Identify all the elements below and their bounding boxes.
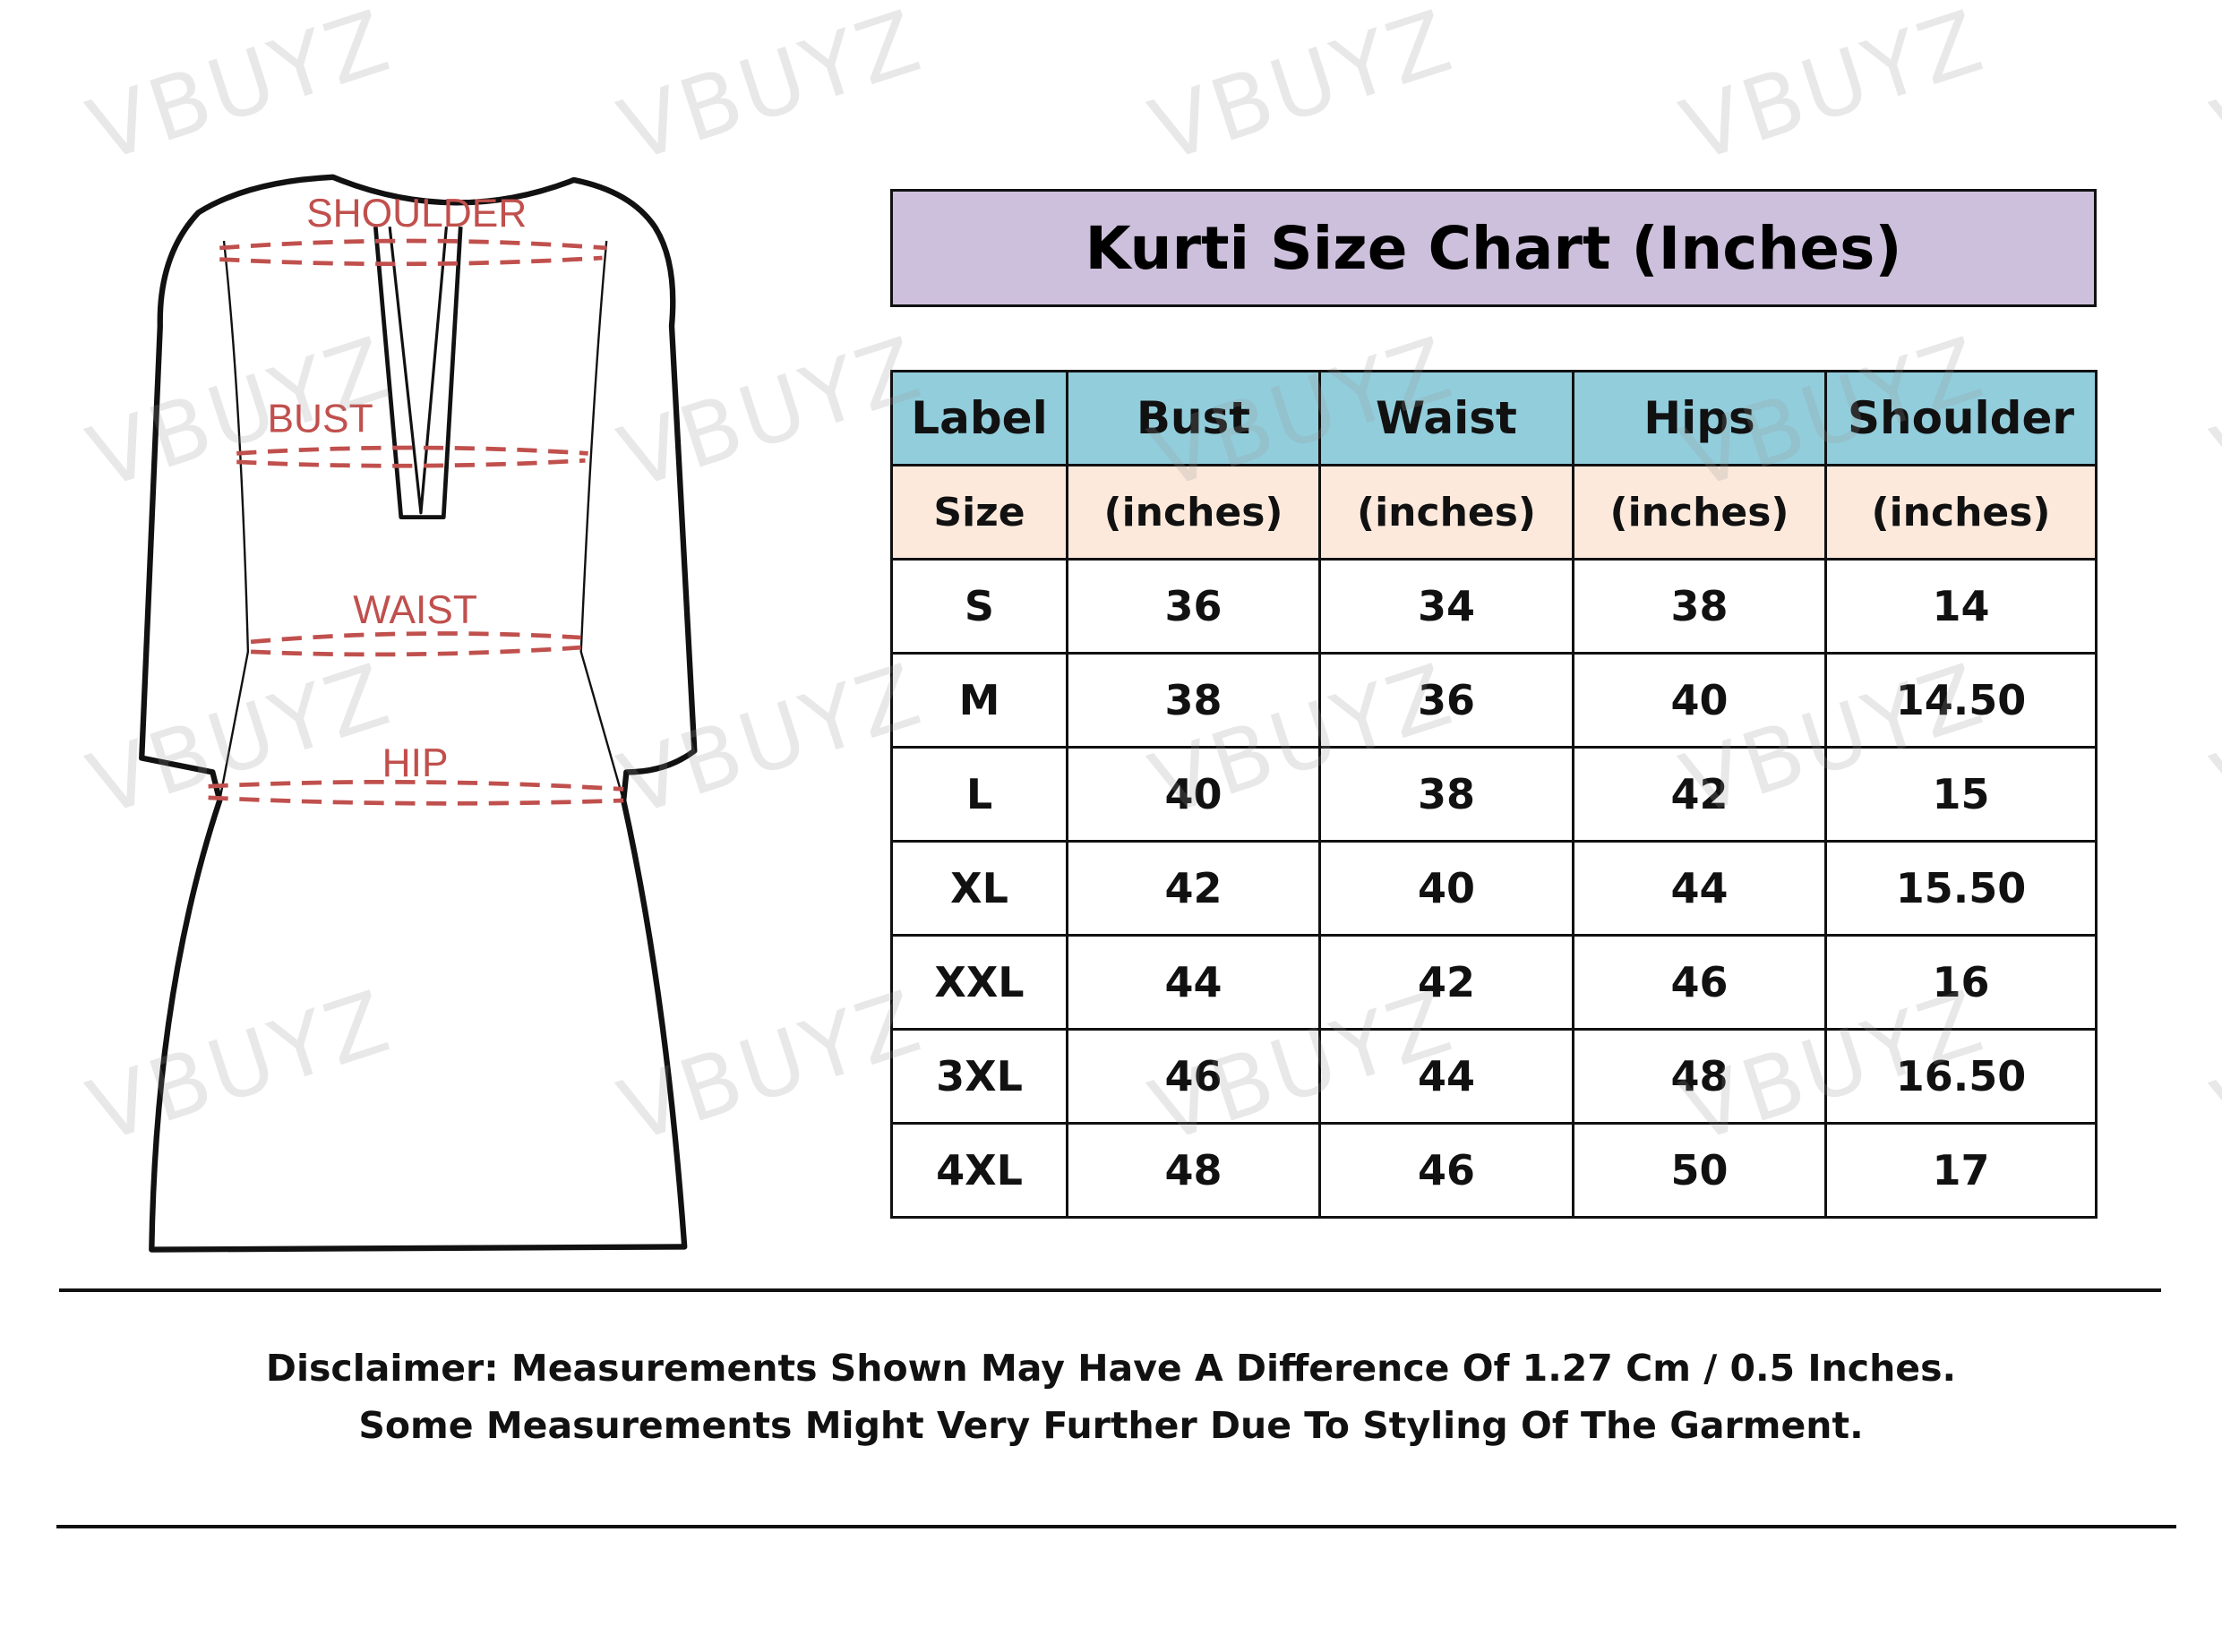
subheader-row-cell: (inches) xyxy=(1824,464,2098,561)
subheader-row: Size (inches) (inches) (inches) (inches) xyxy=(890,464,2098,561)
table-row-cell: 50 xyxy=(1572,1122,1827,1219)
header-row-cell: Bust xyxy=(1066,370,1321,466)
header-row-cell: Hips xyxy=(1572,370,1827,466)
table-row-cell: 40 xyxy=(1318,840,1574,937)
divider-top xyxy=(59,1288,2161,1292)
table-row-cell: 17 xyxy=(1824,1122,2098,1219)
table-row-cell: 40 xyxy=(1572,652,1827,749)
table-row: XL 42 40 44 15.50 xyxy=(890,840,2098,937)
table-row-cell: 16 xyxy=(1824,934,2098,1031)
table-row-cell: 40 xyxy=(1066,746,1321,843)
table-row-cell: XXL xyxy=(890,934,1068,1031)
table-row-cell: 42 xyxy=(1066,840,1321,937)
disclaimer-line-2: Some Measurements Might Very Further Due… xyxy=(358,1404,1864,1447)
chart-title: Kurti Size Chart (Inches) xyxy=(1085,213,1902,283)
table-row: S 36 34 38 14 xyxy=(890,558,2098,655)
table-row-cell: 48 xyxy=(1066,1122,1321,1219)
table-row-cell: 44 xyxy=(1318,1028,1574,1125)
kurti-outline xyxy=(139,174,698,1253)
table-row-cell: 42 xyxy=(1572,746,1827,843)
waist-label: WAIST xyxy=(353,588,477,632)
table-row-cell: S xyxy=(890,558,1068,655)
table-row-cell: 3XL xyxy=(890,1028,1068,1125)
header-row-cell: Label xyxy=(890,370,1068,466)
table-row-cell: 36 xyxy=(1318,652,1574,749)
subheader-row-cell: (inches) xyxy=(1572,464,1827,561)
table-row-cell: 4XL xyxy=(890,1122,1068,1219)
measure-lines xyxy=(208,238,624,806)
table-row-cell: 14.50 xyxy=(1824,652,2098,749)
table-row-cell: 42 xyxy=(1318,934,1574,1031)
subheader-row-cell: (inches) xyxy=(1318,464,1574,561)
table-row-cell: 46 xyxy=(1572,934,1827,1031)
table-row-cell: 16.50 xyxy=(1824,1028,2098,1125)
table-row-cell: 15 xyxy=(1824,746,2098,843)
table-row-cell: 46 xyxy=(1318,1122,1574,1219)
subheader-row-cell: Size xyxy=(890,464,1068,561)
table-row-cell: XL xyxy=(890,840,1068,937)
table-row: 3XL 46 44 48 16.50 xyxy=(890,1028,2098,1125)
table-row: L 40 38 42 15 xyxy=(890,746,2098,843)
table-row-cell: 46 xyxy=(1066,1028,1321,1125)
table-row-cell: 44 xyxy=(1066,934,1321,1031)
table-row-cell: 14 xyxy=(1824,558,2098,655)
header-row-cell: Shoulder xyxy=(1824,370,2098,466)
table-row-cell: 38 xyxy=(1318,746,1574,843)
table-row-cell: 44 xyxy=(1572,840,1827,937)
table-row-cell: M xyxy=(890,652,1068,749)
shoulder-label: SHOULDER xyxy=(306,192,527,235)
table-row-cell: 48 xyxy=(1572,1028,1827,1125)
table-row-cell: 36 xyxy=(1066,558,1321,655)
table-row: XXL 44 42 46 16 xyxy=(890,934,2098,1031)
bust-label: BUST xyxy=(268,398,373,441)
subheader-row-cell: (inches) xyxy=(1066,464,1321,561)
chart-title-box: Kurti Size Chart (Inches) xyxy=(890,189,2097,307)
hip-label: HIP xyxy=(382,741,449,785)
table-row-cell: 15.50 xyxy=(1824,840,2098,937)
disclaimer-line-1: Disclaimer: Measurements Shown May Have … xyxy=(265,1347,1957,1390)
header-row: Label Bust Waist Hips Shoulder xyxy=(890,370,2098,466)
table-row-cell: 38 xyxy=(1066,652,1321,749)
size-table: Label Bust Waist Hips Shoulder Size (inches) (i… xyxy=(890,370,2098,1219)
header-row-cell: Waist xyxy=(1318,370,1574,466)
table-row-cell: 38 xyxy=(1572,558,1827,655)
table-row-cell: 34 xyxy=(1318,558,1574,655)
table-row: M 38 36 40 14.50 xyxy=(890,652,2098,749)
divider-bottom xyxy=(56,1525,2176,1528)
table-row: 4XL 48 46 50 17 xyxy=(890,1122,2098,1219)
table-row-cell: L xyxy=(890,746,1068,843)
